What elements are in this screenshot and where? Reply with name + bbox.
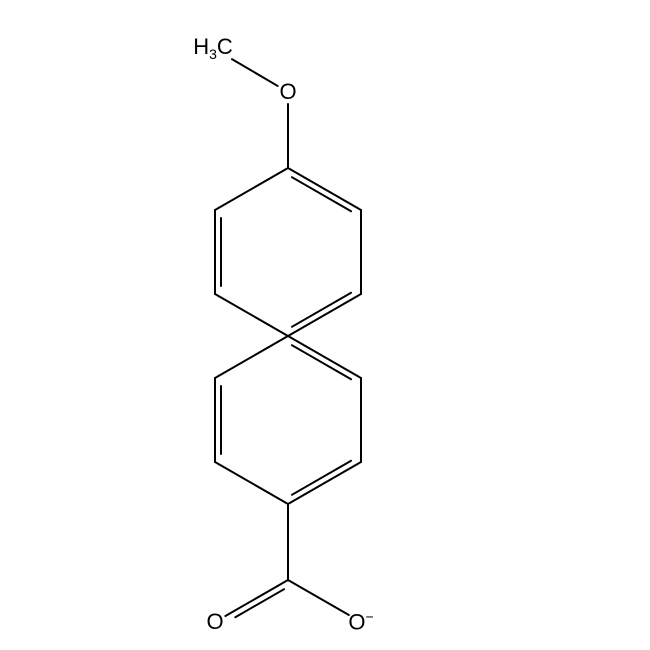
atom-o_dbl: O bbox=[206, 609, 223, 635]
molecule-canvas: H3C O O O− bbox=[0, 0, 650, 650]
bond-layer bbox=[0, 0, 650, 650]
atom-o_me: O bbox=[279, 79, 296, 105]
atom-o_neg: O− bbox=[348, 608, 373, 635]
atom-ch3: H3C bbox=[193, 34, 233, 62]
